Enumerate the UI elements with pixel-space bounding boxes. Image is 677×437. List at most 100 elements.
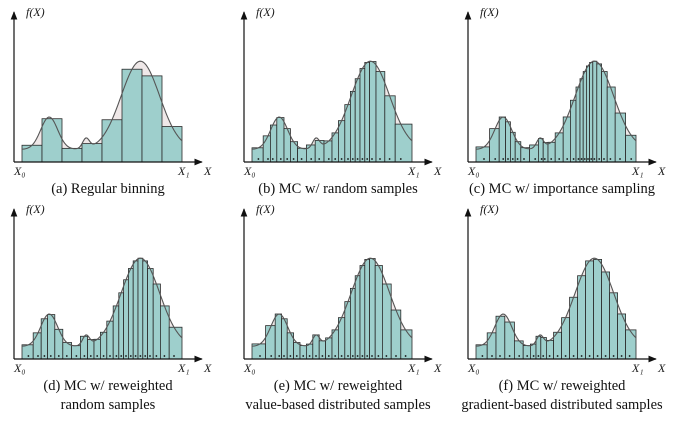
- sample-dot: [43, 355, 46, 357]
- bar: [489, 128, 500, 163]
- bar: [161, 126, 183, 163]
- bar: [359, 68, 366, 163]
- bar: [274, 313, 283, 360]
- bar: [47, 314, 56, 360]
- caption-line: (d) MC w/ reweighted: [43, 378, 173, 394]
- sample-dot: [65, 355, 68, 357]
- sample-dot: [603, 158, 605, 160]
- y-axis-label: f(X): [480, 5, 499, 19]
- panel-b: f(X) X X₀ X₁ (b) MC w/ random samples: [240, 5, 442, 197]
- bar: [569, 296, 578, 360]
- sample-dot: [619, 158, 621, 160]
- bar: [276, 117, 285, 163]
- x-axis-label: X: [433, 164, 442, 178]
- function-curve: [475, 257, 637, 347]
- sample-dot: [580, 158, 583, 160]
- sample-dot: [27, 355, 30, 357]
- sample-dot: [404, 355, 407, 357]
- sample-dot: [366, 355, 369, 357]
- sample-dot: [537, 355, 540, 357]
- bar: [593, 259, 602, 360]
- x-axis-label: X: [657, 361, 666, 375]
- sample-dot: [334, 355, 337, 357]
- sample-dot: [511, 158, 514, 160]
- bar: [374, 265, 383, 360]
- bar: [538, 138, 544, 163]
- sample-dot: [572, 355, 575, 357]
- sample-dot: [388, 158, 391, 160]
- bar: [71, 345, 81, 360]
- sample-dot: [612, 355, 615, 357]
- x-start-label: X₀: [13, 164, 26, 178]
- sample-dot: [334, 158, 337, 160]
- sample-dot: [356, 158, 359, 160]
- sample-dot: [300, 158, 303, 160]
- x-start-label: X₀: [467, 164, 480, 178]
- bar: [625, 329, 637, 360]
- sample-dot: [548, 355, 551, 357]
- sample-dot: [283, 355, 285, 357]
- panel-c: f(X) X X₀ X₁ (c) MC w/ importance sampling: [464, 5, 666, 197]
- sample-dot: [292, 158, 295, 160]
- sample-dot: [532, 355, 535, 357]
- sample-dot: [580, 355, 583, 357]
- sample-dot: [494, 158, 497, 160]
- y-axis-label: f(X): [256, 5, 275, 19]
- x-end-label: X₁: [407, 164, 420, 178]
- sample-dot: [366, 158, 369, 160]
- bar: [354, 78, 361, 163]
- y-axis-label: f(X): [256, 202, 275, 216]
- bar: [495, 315, 506, 360]
- sample-dot: [543, 158, 546, 160]
- bar: [601, 271, 610, 360]
- sample-dot: [57, 355, 60, 357]
- sample-dot: [327, 158, 330, 160]
- bar: [349, 287, 356, 360]
- bar: [269, 124, 278, 163]
- bar: [112, 305, 120, 360]
- bar: [121, 68, 143, 163]
- sample-dot: [289, 355, 292, 357]
- sample-dot: [139, 355, 142, 357]
- caption-line: (b) MC w/ random samples: [258, 181, 418, 197]
- sample-dot: [523, 158, 525, 160]
- sample-dot: [347, 355, 349, 357]
- caption-line: value-based distributed samples: [245, 397, 431, 413]
- sample-dot: [499, 355, 501, 357]
- bar: [331, 132, 339, 163]
- sample-dot: [340, 158, 343, 160]
- sample-dot: [49, 355, 52, 357]
- bar: [331, 329, 339, 360]
- sample-dot: [385, 355, 388, 357]
- sample-dot: [163, 355, 166, 357]
- bar: [21, 144, 43, 163]
- sample-dot: [75, 355, 78, 357]
- x-axis-label: X: [203, 164, 212, 178]
- sample-dot: [379, 158, 381, 160]
- sample-dot: [144, 355, 147, 357]
- bar: [251, 147, 264, 163]
- sample-dot: [96, 355, 99, 357]
- sample-dot: [318, 158, 321, 160]
- x-start-label: X₀: [243, 164, 256, 178]
- panel-d: f(X) X X₀ X₁ (d) MC w/ reweighted random samp…: [10, 202, 212, 413]
- sample-dot: [361, 158, 364, 160]
- sample-dot: [302, 355, 305, 357]
- bar: [400, 329, 413, 360]
- bar: [575, 86, 581, 163]
- y-axis-label: f(X): [26, 5, 45, 19]
- bar: [375, 71, 386, 163]
- sample-dot: [340, 355, 343, 357]
- bar: [337, 120, 346, 163]
- bar: [505, 121, 511, 163]
- sample-dot: [590, 158, 593, 160]
- bar: [152, 283, 161, 360]
- sample-dot: [518, 355, 521, 357]
- panel-f: f(X) X X₀ X₁ (f) MC w/ reweighted gradient-ba…: [461, 202, 666, 413]
- sample-dot: [120, 355, 123, 357]
- sample-dot: [609, 158, 612, 160]
- x-end-label: X₁: [631, 361, 644, 375]
- sample-dot: [173, 355, 175, 357]
- bar: [614, 112, 627, 163]
